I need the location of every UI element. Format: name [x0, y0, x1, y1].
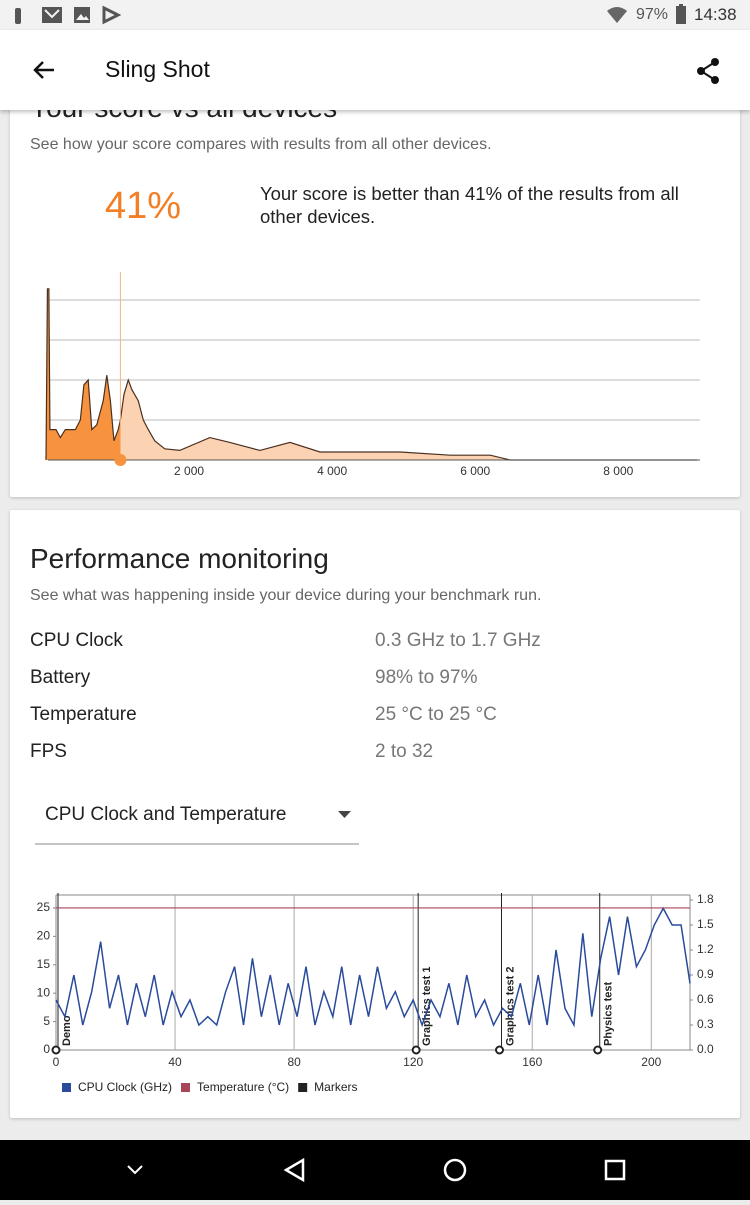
- y-tick-label: 15: [37, 957, 51, 971]
- x-tick-label: 200: [641, 1055, 661, 1069]
- percentile: 41%: [105, 185, 182, 227]
- marker-label: Demo: [61, 1015, 73, 1046]
- performance-card: Performance monitoring See what was happ…: [10, 510, 740, 1118]
- marker-label: Graphics test 1: [421, 967, 433, 1046]
- stat-value: 2 to 32: [375, 741, 434, 762]
- card-subtitle: See what was happening inside your devic…: [30, 587, 542, 604]
- x-tick-label: 160: [522, 1055, 542, 1069]
- y2-tick-label: 0.0: [697, 1042, 714, 1056]
- legend-swatch: [181, 1083, 191, 1092]
- navigation-bar: [0, 1140, 750, 1200]
- legend-swatch: [62, 1083, 71, 1092]
- marker-label: Graphics test 2: [504, 967, 516, 1046]
- chart-selector[interactable]: CPU Clock and Temperature: [45, 804, 287, 825]
- status-icons: [15, 4, 686, 25]
- legend-label: Temperature (°C): [197, 1080, 289, 1094]
- y-tick-label: 0: [43, 1042, 50, 1056]
- score-summary: Your score is better than 41% of the res…: [260, 183, 679, 227]
- distribution-outline: [45, 288, 697, 461]
- y2-tick-label: 1.2: [697, 942, 714, 956]
- x-tick-label: 120: [403, 1055, 423, 1069]
- share-button[interactable]: [694, 56, 724, 86]
- series-line: [55, 906, 691, 1028]
- recents[interactable]: [604, 1159, 626, 1181]
- card-subtitle: See how your score compares with results…: [30, 136, 492, 153]
- x-tick-label: 40: [168, 1055, 182, 1069]
- distribution-below-score: [46, 288, 121, 460]
- y-tick-label: 5: [43, 1014, 50, 1028]
- y2-tick-label: 0.6: [697, 992, 714, 1006]
- histogram-grid: [48, 299, 700, 421]
- marker-dot: [593, 1045, 603, 1055]
- clock: 14:38: [694, 5, 737, 24]
- home[interactable]: [443, 1158, 467, 1182]
- app-bar: Sling Shot: [0, 30, 750, 110]
- y2-tick-label: 1.8: [697, 892, 714, 906]
- y2-tick-label: 1.5: [697, 917, 714, 931]
- x-tick-label: 6 000: [460, 464, 490, 478]
- distribution-area: [46, 288, 697, 460]
- y-tick-label: 25: [37, 900, 51, 914]
- status-bar: 97% 14:38: [0, 0, 750, 30]
- line-chart-frame: [55, 894, 691, 1051]
- legend-label: CPU Clock (GHz): [78, 1080, 172, 1094]
- y2-tick-label: 0.3: [697, 1017, 714, 1031]
- stat-value: 98% to 97%: [375, 667, 478, 688]
- dropdown-decor: [35, 811, 359, 845]
- legend-swatch: [298, 1083, 308, 1092]
- score-dot: [114, 454, 127, 466]
- marker-label: Physics test: [603, 981, 615, 1046]
- hide-keyboard[interactable]: [127, 1165, 143, 1175]
- stat-label: Battery: [30, 667, 91, 688]
- legend-label: Markers: [314, 1080, 357, 1094]
- marker-dot: [51, 1045, 61, 1055]
- y2-tick-label: 0.9: [697, 967, 714, 981]
- back-button[interactable]: [30, 56, 58, 84]
- x-tick-label: 4 000: [317, 464, 347, 478]
- stat-label: Temperature: [30, 704, 137, 725]
- marker-dot: [495, 1045, 505, 1055]
- card-heading: Performance monitoring: [30, 543, 329, 574]
- x-tick-label: 0: [53, 1055, 60, 1069]
- stat-value: 25 °C to 25 °C: [375, 704, 497, 725]
- back[interactable]: [283, 1157, 305, 1183]
- y-tick-label: 20: [37, 929, 51, 943]
- stat-label: CPU Clock: [30, 630, 123, 651]
- x-tick-label: 2 000: [174, 464, 204, 478]
- marker-dot: [411, 1045, 421, 1055]
- app-title: Sling Shot: [105, 56, 210, 82]
- x-tick-label: 80: [287, 1055, 301, 1069]
- stat-label: FPS: [30, 741, 67, 762]
- nav-buttons: [127, 1157, 626, 1183]
- stat-value: 0.3 GHz to 1.7 GHz: [375, 630, 541, 651]
- battery-level: 97%: [636, 6, 669, 23]
- y-tick-label: 10: [37, 985, 51, 999]
- x-tick-label: 8 000: [603, 464, 633, 478]
